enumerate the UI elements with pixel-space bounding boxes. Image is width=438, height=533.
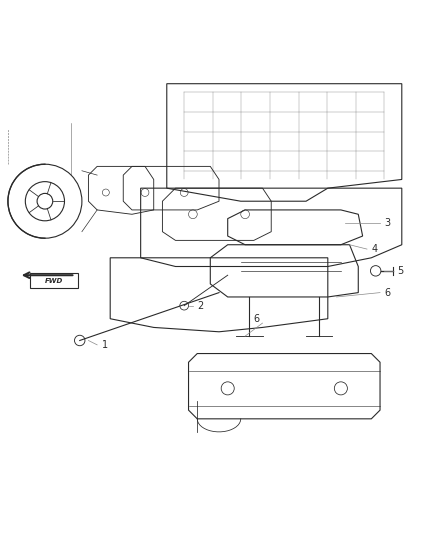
Text: 6: 6 [254, 314, 260, 324]
FancyBboxPatch shape [30, 273, 78, 288]
Text: 2: 2 [197, 301, 204, 311]
Text: 1: 1 [102, 340, 108, 350]
Text: 4: 4 [371, 244, 378, 254]
Text: 6: 6 [385, 288, 391, 297]
Text: 3: 3 [385, 218, 391, 228]
Text: 5: 5 [397, 266, 404, 276]
Text: FWD: FWD [45, 278, 63, 284]
